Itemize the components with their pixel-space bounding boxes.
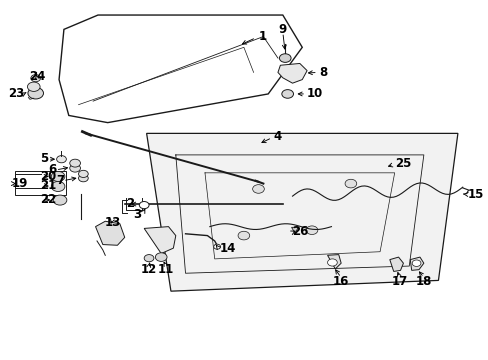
Text: 7: 7 [56, 174, 64, 187]
Polygon shape [277, 63, 306, 83]
Text: 4: 4 [272, 130, 281, 144]
Polygon shape [291, 227, 298, 233]
Text: 10: 10 [306, 87, 323, 100]
Circle shape [238, 231, 249, 240]
Polygon shape [327, 255, 341, 269]
Polygon shape [59, 15, 302, 123]
Text: 22: 22 [41, 193, 57, 206]
Polygon shape [409, 257, 423, 270]
Text: 17: 17 [390, 275, 407, 288]
Circle shape [327, 259, 337, 266]
Circle shape [31, 75, 41, 82]
Circle shape [281, 90, 293, 98]
Polygon shape [146, 134, 457, 291]
Polygon shape [389, 257, 403, 271]
Text: 13: 13 [104, 216, 121, 229]
Text: 16: 16 [332, 275, 348, 288]
Circle shape [28, 87, 43, 99]
Text: 18: 18 [415, 275, 431, 288]
Circle shape [345, 179, 356, 188]
Circle shape [213, 244, 220, 249]
Polygon shape [95, 221, 124, 245]
Circle shape [27, 82, 40, 91]
Circle shape [79, 175, 88, 182]
Text: 20: 20 [41, 170, 57, 183]
Text: 5: 5 [40, 152, 48, 165]
Text: 21: 21 [41, 179, 57, 192]
Circle shape [51, 181, 65, 192]
Text: 12: 12 [141, 263, 157, 276]
Text: 15: 15 [467, 188, 483, 201]
Circle shape [79, 170, 88, 177]
Text: 6: 6 [48, 163, 57, 176]
Text: 14: 14 [219, 242, 236, 255]
Circle shape [252, 185, 264, 193]
Circle shape [57, 156, 66, 163]
Polygon shape [144, 226, 176, 253]
Text: 24: 24 [29, 69, 45, 82]
Text: 8: 8 [319, 66, 327, 79]
Text: 23: 23 [8, 87, 24, 100]
Circle shape [51, 171, 65, 181]
Circle shape [139, 202, 149, 209]
Circle shape [70, 159, 81, 167]
Circle shape [155, 253, 167, 261]
Text: 2: 2 [126, 197, 134, 210]
Circle shape [53, 195, 67, 205]
Circle shape [279, 54, 290, 62]
Circle shape [144, 255, 154, 262]
Circle shape [411, 260, 420, 266]
Circle shape [70, 164, 81, 172]
Text: 9: 9 [278, 23, 286, 36]
Circle shape [305, 226, 317, 234]
Text: 1: 1 [258, 30, 266, 43]
Text: 26: 26 [292, 225, 308, 238]
Text: 3: 3 [133, 208, 142, 221]
Text: 25: 25 [394, 157, 410, 170]
Text: 19: 19 [11, 177, 28, 190]
Text: 11: 11 [158, 263, 174, 276]
